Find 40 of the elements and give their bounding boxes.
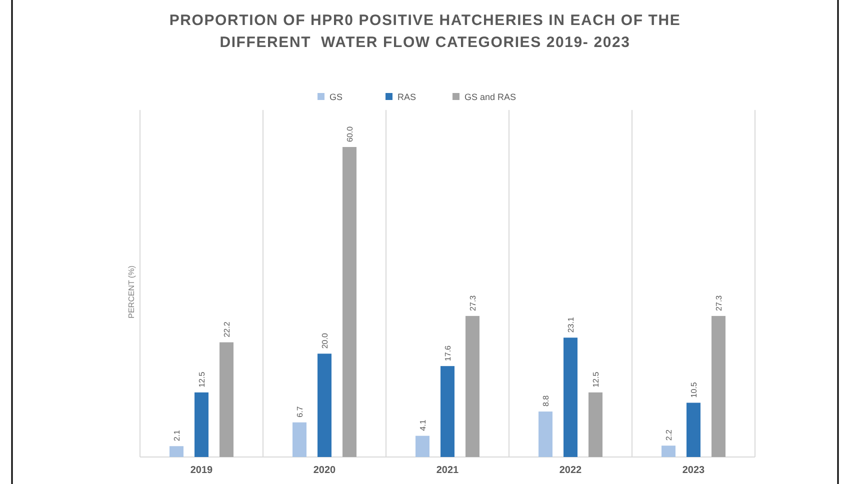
data-label: 12.5 [592, 371, 600, 388]
bar [194, 392, 208, 457]
data-label: 4.1 [418, 419, 428, 431]
bar [712, 316, 726, 457]
data-label: 12.5 [198, 371, 206, 388]
data-label: 10.5 [690, 382, 698, 398]
y-axis-title: PERCENT (%) [127, 265, 136, 318]
data-label: 17.6 [444, 344, 452, 362]
data-label: 20.0 [320, 332, 330, 349]
data-label: 27.3 [468, 294, 478, 311]
bar [538, 412, 552, 457]
legend-label: GS [330, 92, 343, 102]
legend-label: RAS [398, 92, 416, 102]
bar [220, 342, 234, 457]
data-label: 8.8 [542, 394, 550, 407]
bar [440, 366, 454, 457]
data-label: 23.1 [566, 316, 576, 333]
x-tick-label: 2022 [559, 465, 582, 476]
data-label: 2.1 [172, 429, 182, 442]
bar [170, 446, 184, 457]
chart-title: PROPORTION OF HPR0 POSITIVE HATCHERIES IN EACH OF THE DIFFERENT WATER FLOW CATEGORIES 2019- 2023 [169, 12, 681, 51]
bar [342, 147, 356, 457]
bar [588, 392, 602, 457]
x-tick-label: 2023 [682, 465, 706, 476]
x-tick-label: 2021 [436, 465, 460, 476]
x-tick-label: 2019 [190, 465, 214, 476]
bar [686, 402, 700, 457]
x-tick-label: 2020 [313, 465, 336, 476]
bar [662, 446, 676, 457]
data-label: 6.7 [296, 406, 304, 418]
bar [292, 422, 306, 457]
data-label: 60.0 [346, 126, 354, 142]
legend-label: GS and RAS [464, 92, 516, 102]
data-label: 27.3 [714, 294, 724, 311]
bar [466, 316, 480, 457]
bar [318, 354, 332, 457]
bar [564, 338, 578, 457]
data-label: 22.2 [222, 321, 232, 338]
data-label: 2.2 [664, 428, 674, 441]
bar [416, 436, 430, 457]
